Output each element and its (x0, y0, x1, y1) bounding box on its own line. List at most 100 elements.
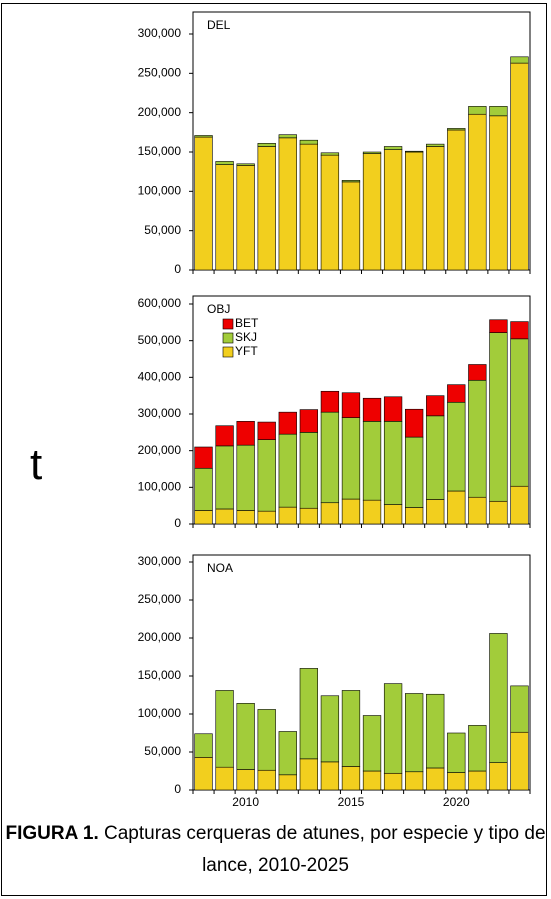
bar-segment (194, 135, 213, 138)
bar-segment (468, 496, 487, 525)
bar-segment (215, 690, 234, 768)
bar-segment (215, 425, 234, 447)
y-tick-label: 200,000 (138, 630, 182, 644)
bar-segment (341, 181, 361, 271)
bar-segment (447, 772, 466, 791)
bar-segment (468, 364, 487, 381)
figure-frame (1, 3, 547, 896)
bar-segment (489, 762, 508, 791)
bar-segment (341, 392, 361, 418)
bar-segment (510, 685, 529, 733)
bar-segment (405, 436, 424, 508)
bar-segment (489, 500, 508, 525)
bar-segment (236, 444, 255, 511)
bar-segment (320, 695, 340, 763)
legend-swatch (222, 332, 234, 344)
bar-segment (257, 143, 276, 147)
legend-label: BET (235, 316, 259, 330)
bar-segment (447, 384, 466, 403)
bar-segment (299, 668, 318, 760)
bar-segment (320, 411, 340, 504)
bar-segment (489, 106, 508, 117)
bar-segment (362, 153, 382, 271)
bar-segment (341, 690, 361, 767)
bar-segment (194, 446, 213, 469)
bar-segment (489, 115, 508, 271)
y-tick-label: 250,000 (138, 592, 182, 606)
y-tick-label: 400,000 (138, 370, 182, 384)
bar-segment (320, 152, 340, 156)
bar-segment (383, 421, 403, 505)
bar-segment (468, 770, 487, 791)
bar-segment (510, 56, 529, 64)
bar-segment (215, 161, 234, 165)
bar-segment (510, 321, 529, 340)
bar-segment (468, 379, 487, 498)
bar-segment (383, 504, 403, 525)
bar-segment (426, 767, 445, 791)
bar-segment (362, 397, 382, 422)
bar-segment (405, 771, 424, 791)
y-tick-label: 300,000 (138, 406, 182, 420)
y-tick-label: 250,000 (138, 66, 182, 80)
bar-segment (236, 769, 255, 791)
y-tick-label: 500,000 (138, 333, 182, 347)
bar-segment (236, 703, 255, 770)
bar-segment (426, 499, 445, 525)
y-tick-label: 0 (174, 782, 181, 796)
bar-segment (236, 163, 255, 166)
caption-label: FIGURA 1. (5, 823, 99, 844)
panel-title: NOA (207, 561, 233, 575)
bar-segment (257, 510, 276, 525)
bar-segment (320, 502, 340, 525)
bar-segment (278, 411, 297, 435)
bar-segment (341, 766, 361, 791)
y-tick-label: 100,000 (138, 184, 182, 198)
bar-segment (278, 433, 297, 508)
bar-segment (257, 439, 276, 512)
bar-segment (362, 421, 382, 501)
y-tick-label: 0 (174, 262, 181, 276)
bar-segment (447, 732, 466, 773)
bar-segment (257, 709, 276, 771)
bar-segment (320, 154, 340, 271)
bar-segment (426, 693, 445, 769)
panel-title: DEL (207, 18, 231, 32)
bar-segment (468, 106, 487, 115)
bar-segment (426, 146, 445, 271)
bar-segment (426, 395, 445, 417)
bar-segment (215, 445, 234, 510)
y-tick-label: 100,000 (138, 706, 182, 720)
y-tick-label: 50,000 (144, 223, 181, 237)
x-tick-label: 2020 (443, 795, 470, 809)
y-axis-label: t (30, 440, 43, 489)
bar-segment (362, 770, 382, 791)
bar-segment (278, 137, 297, 271)
legend-label: SKJ (235, 330, 257, 344)
caption-text: Capturas cerqueras de atunes, por especi… (104, 823, 546, 876)
bar-segment (299, 432, 318, 509)
bar-segment (194, 510, 213, 525)
bar-segment (489, 319, 508, 333)
y-tick-label: 200,000 (138, 105, 182, 119)
legend-label: YFT (235, 344, 258, 358)
y-tick-label: 100,000 (138, 480, 182, 494)
bar-segment (426, 415, 445, 500)
bar-segment (510, 338, 529, 487)
bar-segment (194, 467, 213, 511)
bar-segment (447, 490, 466, 525)
bar-segment (383, 396, 403, 422)
y-tick-label: 200,000 (138, 443, 182, 457)
bar-segment (215, 766, 234, 791)
bar-segment (362, 715, 382, 772)
bar-segment (510, 731, 529, 791)
bar-segment (383, 772, 403, 791)
bar-segment (257, 421, 276, 440)
x-tick-label: 2010 (232, 795, 259, 809)
bar-segment (447, 128, 466, 131)
bar-segment (447, 401, 466, 492)
bar-segment (383, 683, 403, 774)
bar-segment (320, 390, 340, 413)
legend-swatch (222, 318, 234, 330)
caption: FIGURA 1. Capturas cerqueras de atunes, … (4, 818, 547, 882)
